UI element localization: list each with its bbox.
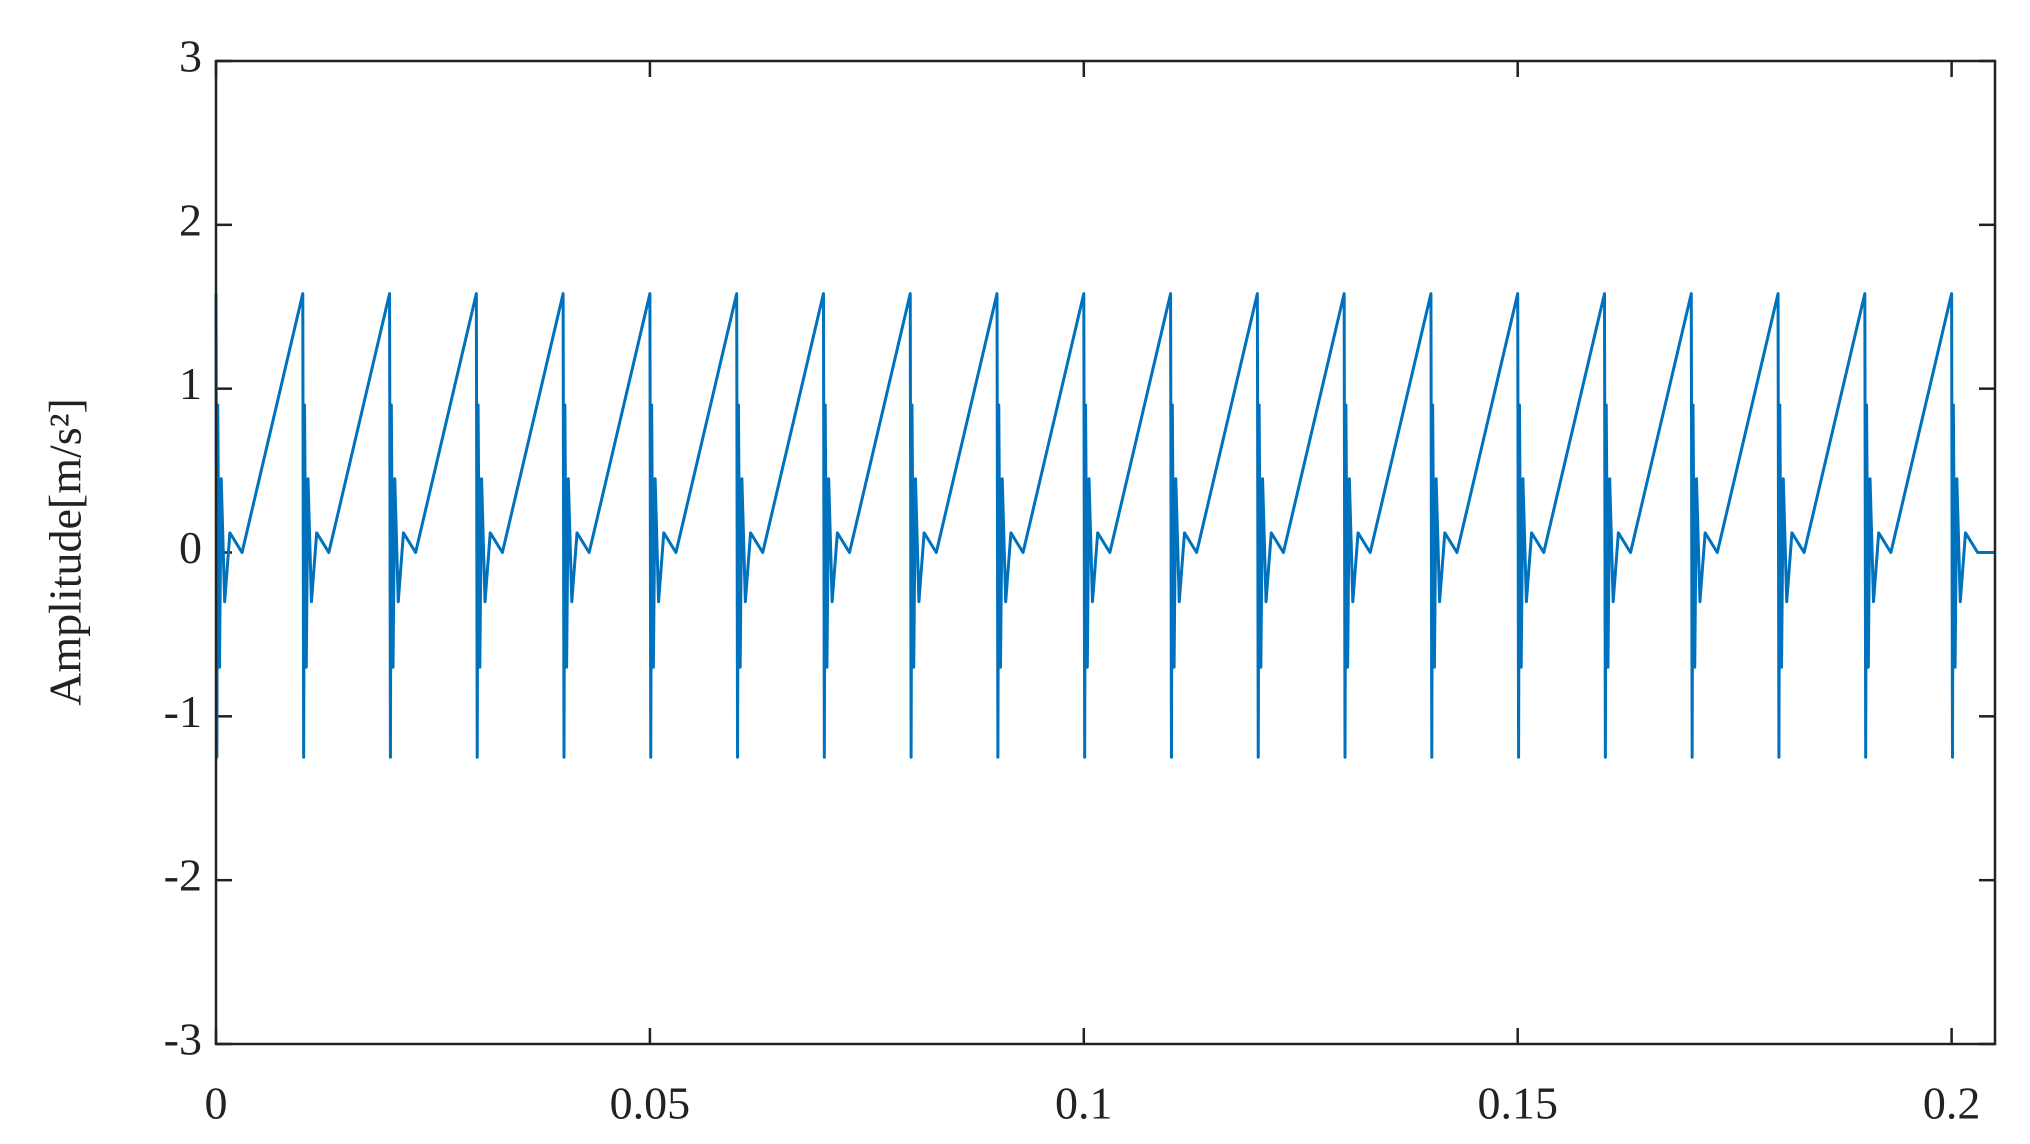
- y-axis-label: Amplitude[m/s²]: [40, 398, 91, 706]
- x-tick-label: 0.15: [1477, 1078, 1558, 1129]
- y-tick-label: -2: [164, 850, 202, 901]
- y-tick-label: 0: [179, 522, 202, 573]
- plot-frame: [214, 59, 1997, 1046]
- x-tick-label: 0.05: [610, 1078, 691, 1129]
- y-tick-label: 1: [179, 358, 202, 409]
- y-tick-label: 2: [179, 194, 202, 245]
- x-tick-label: 0.1: [1055, 1078, 1113, 1129]
- y-tick-label: 3: [179, 31, 202, 82]
- x-tick-label: 0.2: [1923, 1078, 1981, 1129]
- y-tick-label: -3: [164, 1014, 202, 1065]
- signal-line: [214, 292, 1995, 759]
- y-tick-label: -1: [164, 686, 202, 737]
- x-tick-label: 0: [205, 1078, 228, 1129]
